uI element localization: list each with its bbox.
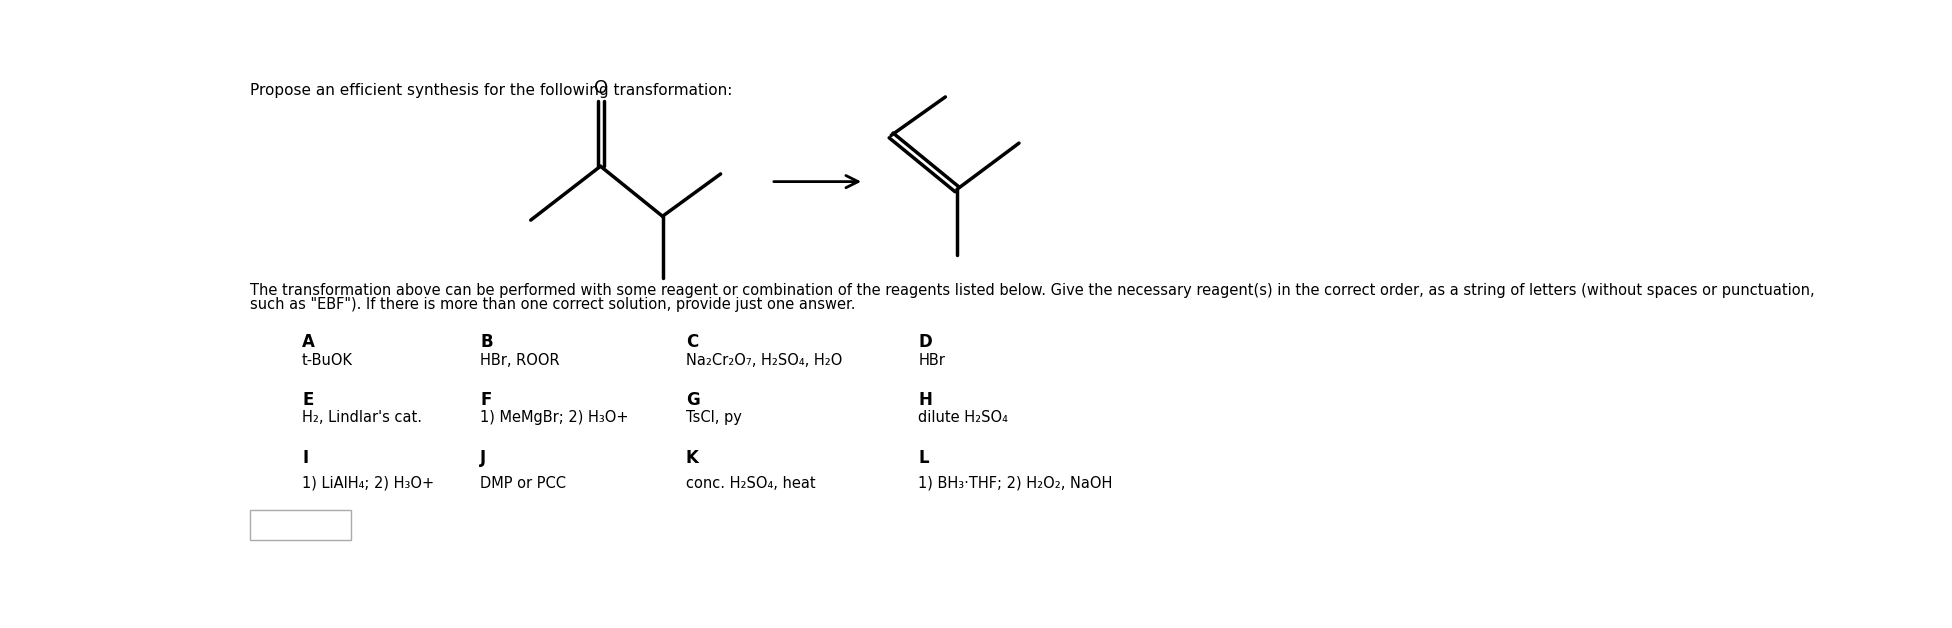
Text: A: A xyxy=(303,333,314,351)
Text: L: L xyxy=(917,449,929,467)
Text: Propose an efficient synthesis for the following transformation:: Propose an efficient synthesis for the f… xyxy=(250,83,732,98)
Text: such as "EBF"). If there is more than one correct solution, provide just one ans: such as "EBF"). If there is more than on… xyxy=(250,297,855,312)
Text: HBr: HBr xyxy=(917,352,945,367)
Text: conc. H₂SO₄, heat: conc. H₂SO₄, heat xyxy=(685,476,816,490)
Text: O: O xyxy=(593,79,609,97)
Text: K: K xyxy=(685,449,699,467)
Text: I: I xyxy=(303,449,308,467)
Text: dilute H₂SO₄: dilute H₂SO₄ xyxy=(917,410,1007,425)
Text: J: J xyxy=(480,449,486,467)
Text: 1) MeMgBr; 2) H₃O+: 1) MeMgBr; 2) H₃O+ xyxy=(480,410,629,425)
Text: H₂, Lindlar's cat.: H₂, Lindlar's cat. xyxy=(303,410,422,425)
Text: TsCl, py: TsCl, py xyxy=(685,410,742,425)
Text: F: F xyxy=(480,391,492,409)
Text: Na₂Cr₂O₇, H₂SO₄, H₂O: Na₂Cr₂O₇, H₂SO₄, H₂O xyxy=(685,352,841,367)
Text: The transformation above can be performed with some reagent or combination of th: The transformation above can be performe… xyxy=(250,283,1815,298)
Text: HBr, ROOR: HBr, ROOR xyxy=(480,352,560,367)
Text: H: H xyxy=(917,391,933,409)
FancyBboxPatch shape xyxy=(250,511,351,539)
Text: C: C xyxy=(685,333,699,351)
Text: 1) BH₃·THF; 2) H₂O₂, NaOH: 1) BH₃·THF; 2) H₂O₂, NaOH xyxy=(917,476,1113,490)
Text: G: G xyxy=(685,391,699,409)
Text: B: B xyxy=(480,333,494,351)
Text: DMP or PCC: DMP or PCC xyxy=(480,476,566,490)
Text: 1) LiAlH₄; 2) H₃O+: 1) LiAlH₄; 2) H₃O+ xyxy=(303,476,433,490)
Text: t-BuOK: t-BuOK xyxy=(303,352,353,367)
Text: E: E xyxy=(303,391,314,409)
Text: D: D xyxy=(917,333,931,351)
